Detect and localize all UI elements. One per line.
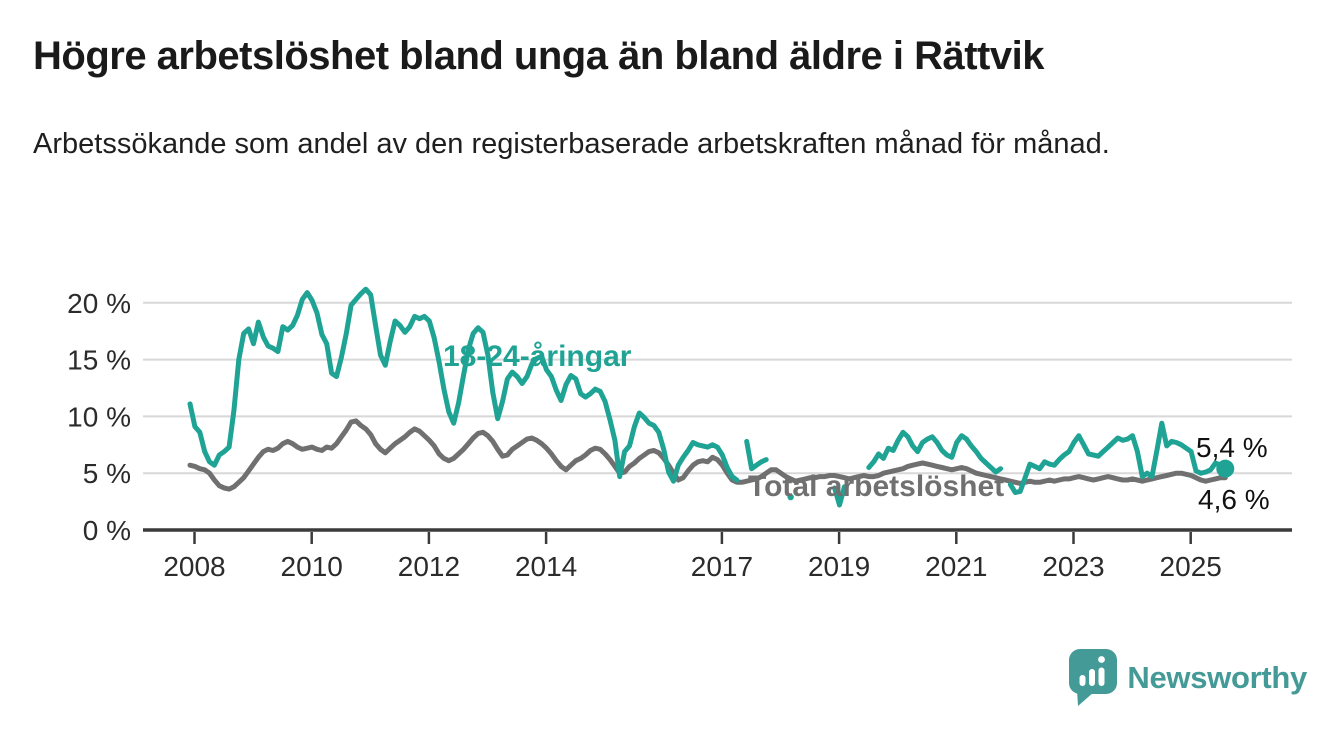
end-dot-youth xyxy=(1216,459,1235,478)
x-tick-label: 2008 xyxy=(163,551,225,582)
y-tick-label: 0 % xyxy=(83,515,131,546)
y-tick-label: 15 % xyxy=(67,345,131,376)
newsworthy-logo-icon xyxy=(1069,649,1118,706)
x-tick-label: 2019 xyxy=(808,551,870,582)
y-tick-label: 5 % xyxy=(83,458,131,489)
x-tick-label: 2021 xyxy=(925,551,987,582)
x-tick-label: 2010 xyxy=(281,551,343,582)
newsworthy-brand-text: Newsworthy xyxy=(1127,660,1307,695)
chart-title: Högre arbetslöshet bland unga än bland ä… xyxy=(33,34,1044,78)
x-tick-label: 2012 xyxy=(398,551,460,582)
series-label-youth: 18-24-åringar xyxy=(443,340,632,373)
chart-subtitle: Arbetssökande som andel av den registerb… xyxy=(33,128,1110,160)
x-tick-label: 2023 xyxy=(1042,551,1104,582)
x-tick-label: 2014 xyxy=(515,551,577,582)
series-label-total: Total arbetslöshet xyxy=(748,470,1004,503)
y-tick-label: 20 % xyxy=(67,288,131,319)
x-tick-label: 2017 xyxy=(691,551,753,582)
series-line-total xyxy=(187,418,1228,492)
series-point-18-24-åringar xyxy=(787,493,794,501)
x-tick-label: 2025 xyxy=(1160,551,1222,582)
series-line-youth xyxy=(187,286,1228,508)
end-value-label-youth: 5,4 % xyxy=(1196,432,1268,463)
newsworthy-logo: Newsworthy xyxy=(1068,648,1307,708)
end-value-label-total: 4,6 % xyxy=(1198,484,1270,515)
y-tick-label: 10 % xyxy=(67,401,131,432)
